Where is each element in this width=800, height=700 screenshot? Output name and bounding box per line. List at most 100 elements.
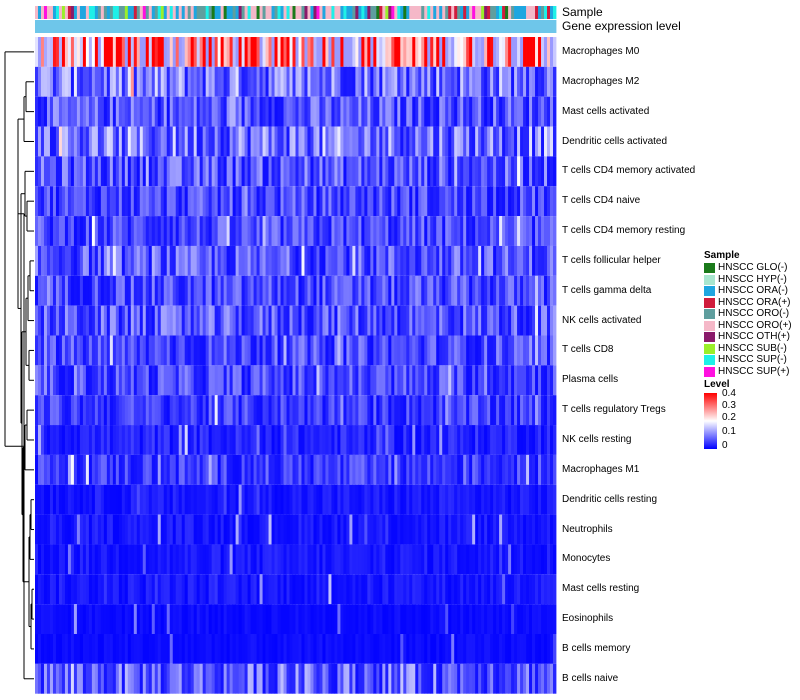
heatmap-cell: [517, 365, 521, 396]
heatmap-cell: [313, 186, 317, 217]
heatmap-cell: [358, 574, 362, 605]
sample-annotation-cell: [436, 6, 440, 19]
heatmap-cell: [361, 335, 365, 366]
heatmap-cell: [415, 126, 419, 157]
heatmap-cell: [133, 514, 138, 545]
heatmap-cell: [340, 425, 344, 455]
heatmap-cell: [325, 425, 329, 455]
heatmap-cell: [331, 216, 335, 246]
heatmap-cell: [511, 634, 515, 664]
heatmap-cell: [532, 663, 536, 694]
heatmap-cell: [499, 216, 503, 246]
heatmap-cell: [127, 245, 132, 276]
heatmap-cell: [265, 126, 269, 157]
heatmap-cell: [175, 37, 180, 67]
heatmap-cell: [499, 484, 503, 515]
heatmap-cell: [316, 186, 320, 217]
heatmap-cell: [367, 37, 371, 67]
heatmap-cell: [511, 305, 515, 336]
heatmap-cell: [394, 66, 398, 97]
heatmap-cell: [451, 37, 455, 67]
heatmap-cell: [520, 335, 524, 366]
heatmap-cell: [187, 574, 192, 605]
heatmap-cell: [67, 634, 72, 664]
heatmap-cell: [277, 574, 281, 605]
heatmap-cell: [226, 454, 231, 485]
heatmap-cell: [73, 365, 78, 396]
heatmap-cell: [61, 454, 66, 485]
heatmap-cell: [445, 96, 449, 127]
heatmap-cell: [97, 156, 102, 187]
heatmap-cell: [151, 365, 156, 396]
heatmap-cell: [520, 245, 524, 276]
heatmap-cell: [325, 66, 329, 97]
heatmap-cell: [94, 126, 99, 157]
heatmap-cell: [310, 395, 314, 426]
heatmap-cell: [415, 186, 419, 217]
heatmap-cell: [130, 37, 135, 67]
heatmap-cell: [103, 454, 108, 485]
heatmap-cell: [277, 663, 281, 694]
heatmap-cell: [523, 425, 527, 455]
heatmap-cell: [160, 574, 165, 605]
heatmap-cell: [373, 245, 377, 276]
heatmap-cell: [319, 634, 323, 664]
heatmap-cell: [181, 37, 186, 67]
heatmap-cell: [331, 245, 335, 276]
heatmap-cell: [529, 454, 533, 485]
sample-annotation-cell: [487, 6, 491, 19]
heatmap-cell: [283, 216, 287, 246]
row-label: Macrophages M2: [562, 75, 640, 87]
heatmap-cell: [145, 365, 150, 396]
heatmap-cell: [472, 126, 476, 157]
heatmap-cell: [88, 484, 93, 515]
heatmap-cell: [415, 37, 419, 67]
heatmap-cell: [475, 275, 479, 306]
heatmap-cell: [436, 186, 440, 217]
heatmap-cell: [478, 126, 482, 157]
heatmap-cell: [253, 574, 257, 605]
heatmap-cell: [79, 275, 84, 306]
heatmap-cell: [85, 156, 90, 187]
heatmap-cell: [376, 484, 380, 515]
heatmap-cell: [154, 425, 159, 455]
heatmap-cell: [100, 425, 105, 455]
heatmap-cell: [208, 186, 213, 217]
heatmap-cell: [538, 484, 542, 515]
heatmap-cell: [409, 216, 413, 246]
sample-annotation-cell: [445, 6, 449, 19]
heatmap-cell: [382, 126, 386, 157]
heatmap-cell: [349, 454, 353, 485]
heatmap-cell: [472, 395, 476, 426]
heatmap-cell: [517, 574, 521, 605]
heatmap-cell: [535, 96, 539, 127]
heatmap-cell: [334, 186, 338, 217]
heatmap-cell: [349, 66, 353, 97]
heatmap-cell: [553, 544, 557, 575]
heatmap-cell: [301, 604, 305, 634]
heatmap-cell: [424, 425, 428, 455]
heatmap-cell: [289, 425, 293, 455]
heatmap-cell: [67, 186, 72, 217]
heatmap-cell: [58, 275, 63, 306]
heatmap-cell: [331, 186, 335, 217]
heatmap-cell: [442, 245, 446, 276]
heatmap-cell: [136, 634, 141, 664]
heatmap-cell: [379, 305, 383, 336]
heatmap-cell: [112, 275, 117, 306]
heatmap-cell: [403, 305, 407, 336]
heatmap-cell: [415, 454, 419, 485]
heatmap-cell: [541, 216, 545, 246]
heatmap-cell: [118, 663, 123, 694]
heatmap-cell: [526, 335, 530, 366]
heatmap-cell: [358, 156, 362, 187]
heatmap-cell: [313, 425, 317, 455]
sample-annotation-cell: [499, 6, 503, 19]
heatmap-cell: [226, 395, 231, 426]
heatmap-cell: [262, 96, 266, 127]
heatmap-cell: [58, 335, 63, 366]
heatmap-cell: [49, 365, 54, 396]
heatmap-cell: [277, 66, 281, 97]
heatmap-cell: [544, 245, 548, 276]
heatmap-cell: [55, 574, 60, 605]
